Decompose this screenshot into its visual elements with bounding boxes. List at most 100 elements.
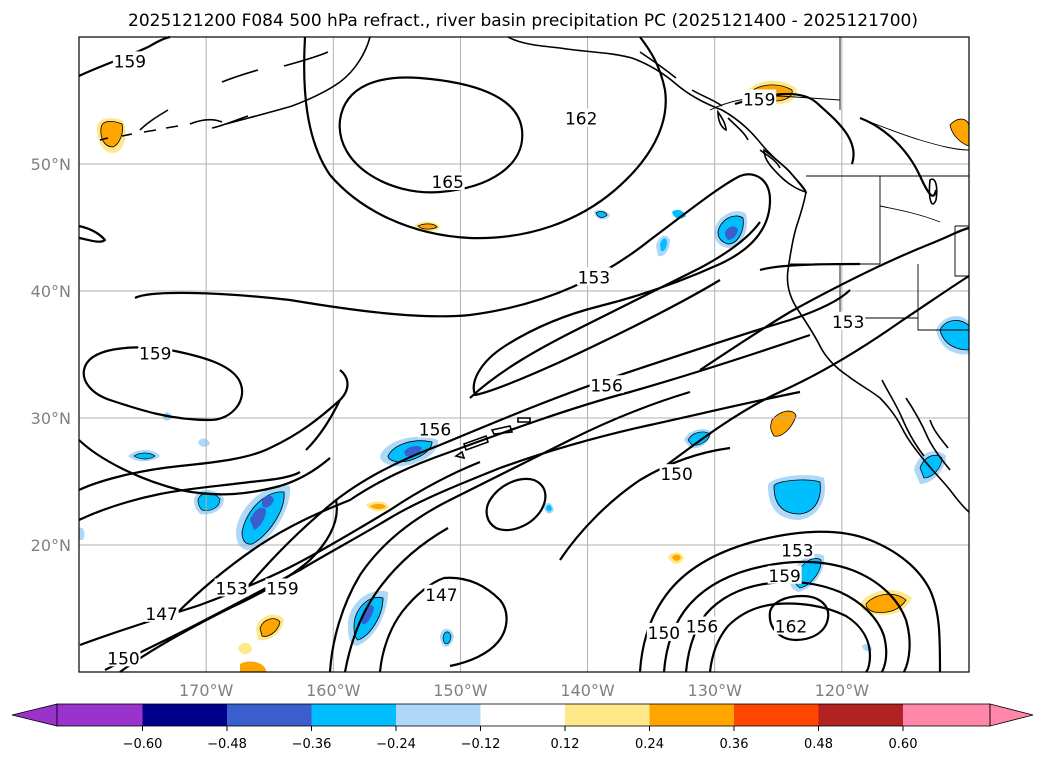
contour-label-halo [685, 616, 719, 635]
colorbar-tick-label: −0.24 [376, 737, 416, 752]
contour-label: 150 [660, 465, 692, 485]
contour-label-halo [646, 622, 681, 641]
contour-159-southeast [708, 602, 872, 673]
contour-label: 162 [775, 618, 807, 638]
lon-tick-label: 120°W [815, 681, 870, 700]
latitude-labels: 50°N 40°N 30°N 20°N [31, 155, 71, 555]
colorbar-segment [311, 704, 397, 726]
colorbar-segment [903, 704, 990, 726]
contour-label-halo [564, 108, 599, 127]
map-border [78, 36, 970, 673]
vancouver-island [763, 148, 808, 194]
colorbar-tick-label: 0.36 [720, 737, 749, 752]
contour-label: 159 [743, 91, 775, 111]
colorbar-segment [142, 704, 228, 726]
precip-patch [240, 661, 266, 672]
lat-tick-label: 40°N [31, 282, 71, 301]
baja-california [881, 379, 951, 471]
precip-patch [865, 593, 907, 613]
colorbar-segment [734, 704, 819, 726]
contour-label-halo [774, 616, 808, 635]
precip-patch [417, 223, 438, 230]
contour-156-east [699, 226, 970, 371]
contour-label: 147 [425, 586, 457, 606]
colorbar-extend-low [11, 703, 58, 727]
contour-153-southeast [662, 560, 911, 673]
precip-patch [79, 527, 85, 540]
lat-tick-label: 20°N [31, 536, 71, 555]
contour-label: 159 [114, 52, 146, 72]
colorbar-tick-label: −0.60 [123, 737, 163, 752]
precip-patch [198, 438, 210, 447]
gridlines [79, 37, 969, 672]
map-background [79, 37, 969, 672]
contour-156-wave [78, 224, 107, 243]
alaska-coast [139, 36, 371, 131]
contour-label: 153 [832, 313, 864, 333]
contour-147-mid [378, 576, 508, 673]
contour-150-southeast [638, 530, 942, 673]
colorbar-segment [565, 704, 650, 726]
precip-patch [100, 120, 123, 148]
contour-label: 156 [419, 421, 451, 441]
precip-patch [672, 554, 681, 561]
contour-labels: 159 162 165 159 153 153 159 156 156 150 153 159 162 1… [106, 51, 866, 669]
contour-label-halo [831, 311, 866, 330]
map-panel: 159 162 165 159 153 153 159 156 156 150 153 159 162 1… [78, 35, 970, 673]
lon-tick-label: 170°W [179, 681, 234, 700]
colorbar: −0.60 −0.48 −0.36 −0.24 −0.12 0.12 0.24 0.36 0.4… [11, 703, 1034, 752]
contour-label-halo [589, 375, 624, 394]
alaska-panhandle-coast [507, 36, 807, 193]
contour-label-halo [767, 565, 802, 584]
colorbar-tick-label: −0.12 [461, 737, 501, 752]
contour-label: 153 [781, 541, 813, 561]
contour-label: 150 [648, 624, 680, 644]
precip-patch [442, 631, 452, 645]
contour-label-halo [265, 578, 300, 597]
contour-label: 159 [139, 345, 171, 365]
colorbar-tick-label: 0.48 [804, 737, 833, 752]
colorbar-tick-label: 0.12 [551, 737, 580, 752]
contour-162-arc [303, 36, 667, 240]
precip-patch [238, 642, 252, 655]
lon-tick-label: 160°W [306, 681, 361, 700]
contour-jet-2 [174, 333, 811, 616]
contour-162-closed [768, 594, 830, 642]
contour-label-halo [576, 267, 611, 286]
contour-label: 147 [145, 605, 177, 625]
contour-label-halo [144, 603, 179, 622]
contour-147-trough [328, 390, 691, 673]
contour-159-north [78, 35, 171, 77]
colorbar-segment [818, 704, 904, 726]
coastlines [99, 36, 970, 513]
contour-label: 153 [215, 579, 247, 599]
contour-147-southwest [119, 499, 338, 673]
contour-label-halo [112, 51, 147, 70]
colorbar-tick-label: −0.36 [292, 737, 332, 752]
north-america-west-coast [786, 191, 970, 513]
contour-label-halo [106, 648, 141, 667]
contour-label: 159 [768, 567, 800, 587]
colorbar-tick-label: 0.24 [635, 737, 664, 752]
contour-label-halo [138, 343, 173, 362]
colorbar-segment [57, 704, 143, 726]
precip-patch [770, 410, 797, 437]
precip-patch [262, 495, 274, 508]
contour-label: 156 [686, 618, 718, 638]
lat-tick-label: 30°N [31, 409, 71, 428]
precip-patch [370, 503, 386, 510]
colorbar-segment [396, 704, 481, 726]
contour-156-northeast [859, 116, 938, 197]
precip-patch [660, 238, 667, 252]
contour-156-band [78, 369, 349, 491]
contour-156-southeast [684, 580, 888, 673]
figure-title: 2025121200 F084 500 hPa refract., river … [128, 11, 918, 31]
contour-150-east-closed [485, 477, 547, 532]
aleutian-islands [99, 125, 179, 141]
contour-label: 150 [107, 649, 139, 669]
lon-tick-label: 130°W [688, 681, 743, 700]
contour-label-halo [430, 172, 465, 191]
contour-150-west [78, 471, 301, 521]
precip-patch [133, 452, 156, 460]
